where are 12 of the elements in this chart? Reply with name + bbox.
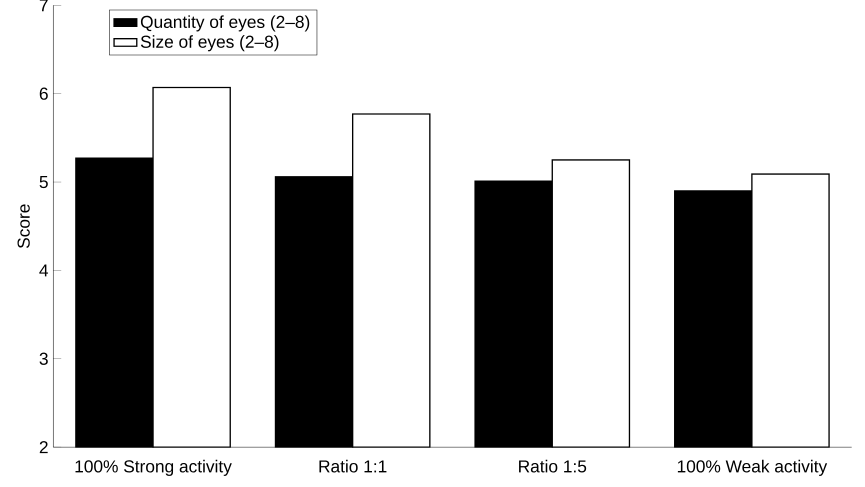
y-tick-label: 2 bbox=[40, 441, 48, 454]
x-tick-label: Ratio 1:5 bbox=[519, 460, 586, 472]
legend-label: Quantity of eyes (2–8) bbox=[140, 15, 310, 32]
x-tick-label: Ratio 1:1 bbox=[319, 460, 386, 472]
y-tick-label: 3 bbox=[40, 352, 48, 365]
y-axis-title: Score bbox=[18, 204, 30, 248]
y-tick-label: 6 bbox=[40, 88, 48, 100]
x-tick-label: 100% Strong activity bbox=[76, 460, 232, 476]
x-tick-label: 100% Weak activity bbox=[678, 460, 828, 476]
legend-label: Size of eyes (2–8) bbox=[140, 35, 278, 52]
y-tick-label: 4 bbox=[39, 264, 48, 276]
y-tick-label: 5 bbox=[40, 176, 48, 188]
